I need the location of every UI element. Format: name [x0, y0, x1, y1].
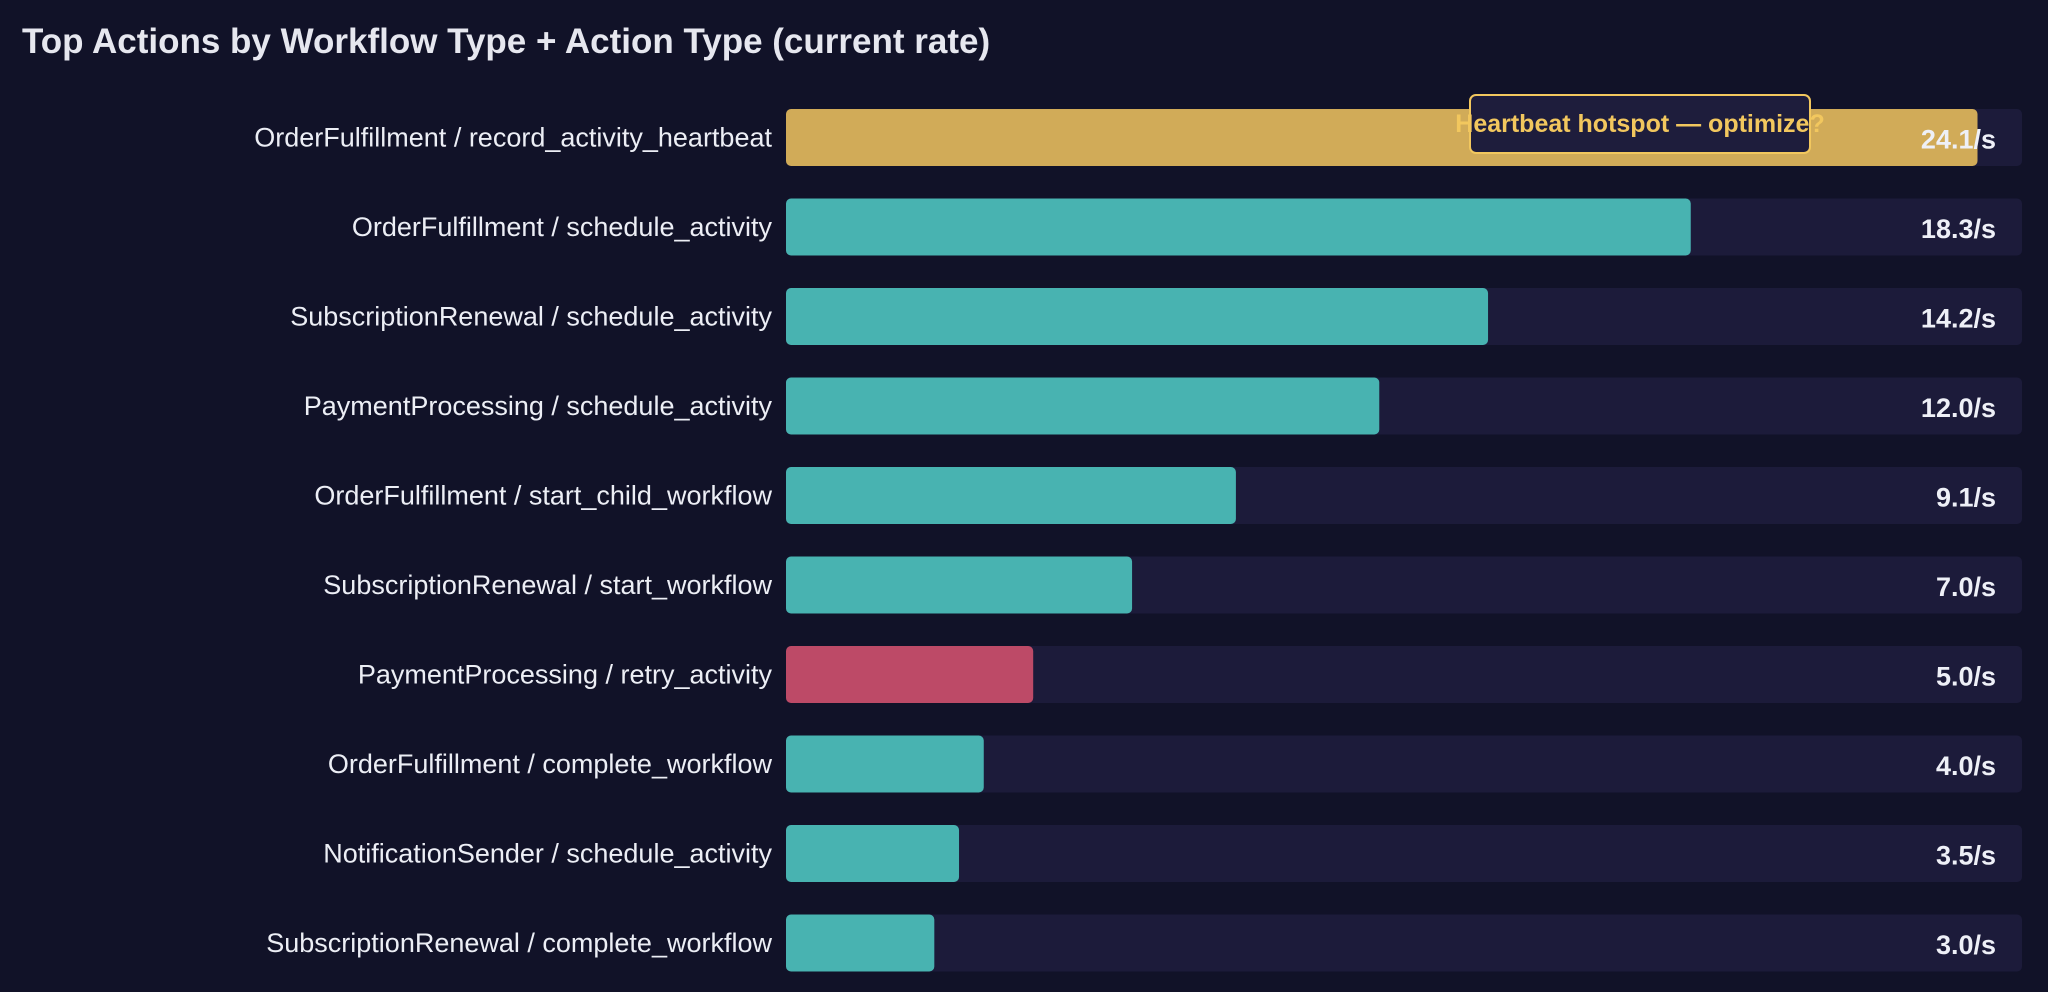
value-label: 3.0/s — [1936, 930, 1996, 960]
value-label: 5.0/s — [1936, 662, 1996, 692]
value-label: 4.0/s — [1936, 751, 1996, 781]
bar-row: PaymentProcessing / retry_activity 5.0/s — [358, 646, 2022, 703]
value-label: 7.0/s — [1936, 572, 1996, 602]
category-label: SubscriptionRenewal / start_workflow — [323, 570, 772, 600]
bar-track — [786, 735, 2022, 793]
category-label: PaymentProcessing / retry_activity — [358, 660, 773, 690]
value-label: 3.5/s — [1936, 841, 1996, 871]
bar-row: SubscriptionRenewal / schedule_activity 1… — [290, 288, 2022, 345]
bar-row: OrderFulfillment / start_child_workflow 9… — [314, 467, 2022, 524]
category-label: OrderFulfillment / record_activity_heart… — [254, 123, 772, 153]
value-label: 12.0/s — [1921, 393, 1996, 423]
category-label: OrderFulfillment / start_child_workflow — [314, 481, 772, 511]
bar-row: OrderFulfillment / schedule_activity 18.3… — [352, 198, 2022, 256]
category-label: OrderFulfillment / complete_workflow — [328, 749, 773, 779]
bar[interactable] — [786, 288, 1489, 345]
bar[interactable] — [786, 556, 1133, 614]
annotation-text: Heartbeat hotspot — optimize? — [1455, 110, 1824, 138]
category-label: NotificationSender / schedule_activity — [323, 839, 772, 869]
category-label: SubscriptionRenewal / schedule_activity — [290, 302, 772, 332]
bar[interactable] — [786, 914, 935, 972]
bar-row: OrderFulfillment / complete_workflow 4.0/… — [328, 735, 2022, 793]
value-label: 14.2/s — [1921, 304, 1996, 334]
bar-row: SubscriptionRenewal / start_workflow 7.0/… — [323, 556, 2022, 614]
value-label: 24.1/s — [1921, 125, 1996, 155]
bar[interactable] — [786, 825, 960, 882]
bar-track — [786, 825, 2022, 882]
category-label: OrderFulfillment / schedule_activity — [352, 212, 773, 242]
annotation-box — [1469, 94, 1811, 154]
annotation-callout: Heartbeat hotspot — optimize? — [1455, 94, 1825, 154]
bar[interactable] — [786, 735, 984, 793]
bar-track — [786, 646, 2022, 703]
bar-row: SubscriptionRenewal / complete_workflow 3… — [266, 914, 2022, 972]
bar[interactable] — [786, 646, 1034, 703]
bar[interactable] — [786, 198, 1691, 256]
bar-row: NotificationSender / schedule_activity 3.… — [323, 825, 2022, 882]
value-label: 18.3/s — [1921, 214, 1996, 244]
chart-title: Top Actions by Workflow Type + Action Ty… — [22, 22, 991, 61]
category-label: SubscriptionRenewal / complete_workflow — [266, 928, 772, 958]
bar[interactable] — [786, 467, 1236, 524]
category-label: PaymentProcessing / schedule_activity — [304, 391, 773, 421]
bar-row: PaymentProcessing / schedule_activity 12.… — [304, 377, 2022, 435]
bar-track — [786, 914, 2022, 972]
value-label: 9.1/s — [1936, 483, 1996, 513]
bar[interactable] — [786, 377, 1380, 435]
